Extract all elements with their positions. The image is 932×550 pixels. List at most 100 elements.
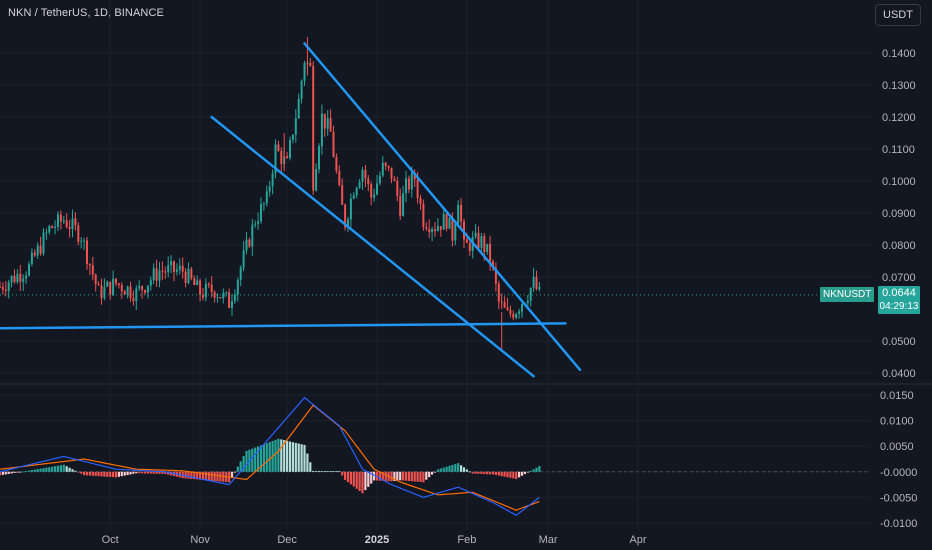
candle-body <box>347 219 349 228</box>
candle-body <box>451 217 454 241</box>
candle-body <box>436 226 439 231</box>
macd-histogram-bar <box>30 470 33 472</box>
macd-histogram-bar <box>384 471 387 482</box>
macd-histogram-bar <box>358 471 361 492</box>
candle-body <box>45 232 48 234</box>
macd-histogram-bar <box>68 467 71 472</box>
macd-histogram-bar <box>193 471 196 480</box>
x-tick-label: Oct <box>102 534 119 546</box>
candle-body <box>492 261 494 268</box>
y-tick-label: 0.1400 <box>882 48 916 60</box>
macd-histogram-bar <box>216 471 219 482</box>
signal-line <box>0 404 540 511</box>
candle-body <box>425 227 428 229</box>
candle-body <box>173 261 175 272</box>
candle-body <box>146 285 149 293</box>
candle-body <box>91 265 94 275</box>
candle-body <box>315 169 318 191</box>
macd-histogram-bar <box>190 471 193 479</box>
candle-body <box>503 302 506 308</box>
candle-body <box>149 280 152 286</box>
macd-histogram-bar <box>320 470 323 472</box>
candle-body <box>396 180 399 196</box>
symbol-tag: NKNUSDT <box>820 287 875 302</box>
candle-body <box>262 203 265 205</box>
candle-body <box>494 267 497 284</box>
macd-histogram-bar <box>268 442 271 472</box>
macd-histogram-bar <box>135 471 138 474</box>
macd-histogram-bar <box>373 471 376 481</box>
candle-body <box>132 297 135 302</box>
macd-histogram-bar <box>294 442 297 472</box>
macd-histogram-bar <box>497 471 500 476</box>
macd-histogram-bar <box>152 471 155 474</box>
x-tick-label: Nov <box>190 534 210 546</box>
macd-histogram-bar <box>164 471 167 475</box>
macd-histogram-bar <box>25 471 28 472</box>
macd-histogram-bar <box>512 471 515 479</box>
macd-histogram-bar <box>451 464 454 472</box>
macd-histogram-bar <box>370 471 373 484</box>
macd-histogram-bar <box>62 464 65 472</box>
candle-body <box>489 243 492 262</box>
macd-histogram-bar <box>489 471 492 475</box>
macd-histogram-bar <box>236 466 239 472</box>
macd-histogram-bar <box>532 469 535 472</box>
x-tick-label: Apr <box>629 534 646 546</box>
macd-histogram-bar <box>65 466 68 472</box>
candle-body <box>300 80 303 99</box>
candle-body <box>344 204 347 228</box>
chart-title: NKN / TetherUS, 1D, BINANCE <box>8 7 164 19</box>
candle-body <box>59 214 62 222</box>
macd-histogram-bar <box>239 461 242 472</box>
candle-body <box>83 240 86 242</box>
macd-y-tick-label: 0.0100 <box>880 416 914 428</box>
candle-body <box>251 224 254 247</box>
candle-body <box>94 274 97 284</box>
macd-histogram-bar <box>129 471 132 475</box>
currency-button[interactable]: USDT <box>875 4 921 26</box>
x-tick-label: Dec <box>277 534 297 546</box>
macd-histogram-bar <box>431 471 434 475</box>
candle-body <box>448 217 451 229</box>
macd-histogram-bar <box>233 471 236 473</box>
candle-body <box>535 276 538 290</box>
macd-histogram-bar <box>109 471 112 477</box>
macd-histogram-bar <box>213 471 216 481</box>
macd-histogram-bar <box>538 466 541 472</box>
candle-body <box>364 169 367 179</box>
macd-y-tick-label: -0.0100 <box>880 518 917 530</box>
macd-histogram-bar <box>56 465 60 472</box>
candle-body <box>248 239 251 247</box>
macd-histogram-bar <box>317 470 321 472</box>
macd-histogram-bar <box>117 471 120 477</box>
price-label: 0.0644 04:29:13 <box>878 286 920 314</box>
candle-body <box>376 183 378 195</box>
macd-y-tick-label: 0.0150 <box>880 390 914 402</box>
candle-body <box>361 169 364 183</box>
candle-body <box>144 290 146 293</box>
candle-body <box>161 270 164 272</box>
candle-body <box>512 313 515 318</box>
macd-histogram-bar <box>483 471 486 475</box>
candle-body <box>529 288 532 301</box>
candle-body <box>213 292 216 298</box>
y-tick-label: 0.0700 <box>882 272 916 284</box>
candle-body <box>260 204 262 222</box>
trendline-upper <box>303 42 582 372</box>
candle-body <box>228 292 231 308</box>
macd-histogram-bar <box>442 467 445 472</box>
candle-body <box>80 240 83 242</box>
candle-body <box>207 283 210 285</box>
macd-histogram-bar <box>529 470 532 472</box>
macd-histogram-bar <box>251 448 254 472</box>
macd-histogram-bar <box>419 471 422 483</box>
candle-body <box>341 185 344 205</box>
macd-histogram-bar <box>416 471 419 482</box>
candle-body <box>86 240 88 265</box>
macd-histogram-bar <box>199 471 202 480</box>
candle-body <box>442 213 445 230</box>
macd-histogram-bar <box>344 471 347 480</box>
macd-histogram-bar <box>132 471 135 474</box>
